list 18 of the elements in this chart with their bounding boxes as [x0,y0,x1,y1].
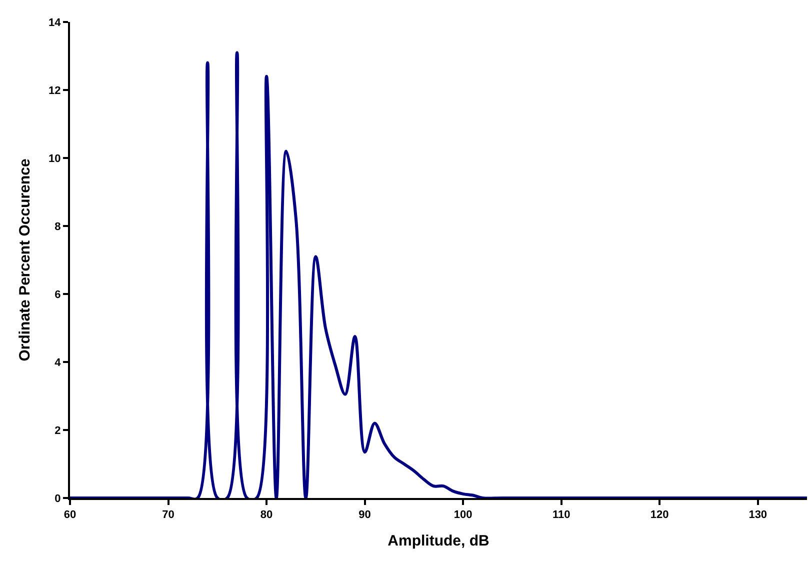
y-tick-label: 0 [54,492,61,505]
y-tick-label: 10 [48,152,61,165]
y-tick-label: 2 [54,424,61,437]
y-tick-label: 4 [54,356,62,369]
x-tick-label: 120 [650,509,669,522]
x-tick-label: 80 [260,509,273,522]
x-tick-label: 70 [162,509,174,522]
x-tick-label: 110 [552,509,570,522]
x-tick-label: 130 [748,509,768,522]
y-tick-label: 8 [54,220,61,233]
x-tick-label: 100 [454,509,472,522]
y-tick-label: 12 [48,84,61,97]
x-tick-label: 60 [64,509,76,522]
y-axis-title: Ordinate Percent Occurence [16,158,34,362]
x-axis-title: Amplitude, dB [388,532,490,550]
x-tick-label: 90 [358,509,371,522]
y-tick-label: 14 [48,16,62,29]
y-tick-label: 6 [54,288,61,301]
